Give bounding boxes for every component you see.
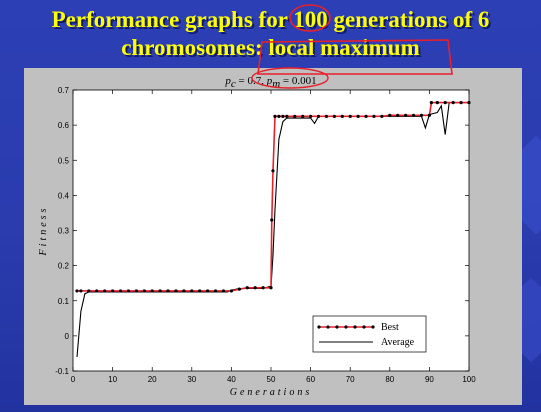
legend-label-best: Best bbox=[381, 322, 399, 333]
data-point-best bbox=[380, 114, 384, 118]
data-point-best bbox=[396, 113, 400, 117]
data-point-best bbox=[182, 289, 186, 293]
data-point-best bbox=[356, 114, 360, 118]
data-point-best bbox=[261, 286, 265, 290]
data-point-best bbox=[467, 101, 471, 105]
data-point-best bbox=[270, 218, 274, 222]
y-tick-label: 0.6 bbox=[58, 121, 70, 130]
x-tick-label: 60 bbox=[306, 375, 315, 384]
y-tick-label: 0.5 bbox=[58, 156, 70, 165]
data-point-best bbox=[285, 114, 289, 118]
data-point-best bbox=[198, 289, 202, 293]
data-point-best bbox=[340, 114, 344, 118]
slide-title: Performance graphs for 100 generations o… bbox=[0, 6, 541, 62]
data-point-best bbox=[332, 114, 336, 118]
data-point-best bbox=[75, 289, 79, 293]
data-point-best bbox=[277, 114, 281, 118]
data-point-best bbox=[79, 289, 83, 293]
x-tick-label: 40 bbox=[227, 375, 236, 384]
data-point-best bbox=[273, 114, 277, 118]
data-point-best bbox=[95, 289, 99, 293]
data-point-best bbox=[435, 101, 439, 105]
data-point-best bbox=[134, 289, 138, 293]
x-tick-label: 20 bbox=[148, 375, 157, 384]
slide-title-line-1: Performance graphs for 100 generations o… bbox=[51, 7, 490, 32]
data-point-best bbox=[174, 289, 178, 293]
data-point-best bbox=[245, 286, 249, 290]
y-tick-label: 0.2 bbox=[58, 262, 70, 271]
data-point-best bbox=[103, 289, 107, 293]
data-point-best bbox=[429, 101, 433, 105]
data-point-best bbox=[301, 114, 305, 118]
legend-marker-best bbox=[344, 325, 348, 329]
data-point-best bbox=[221, 289, 226, 293]
data-point-best bbox=[126, 289, 131, 293]
x-tick-label: 100 bbox=[462, 375, 476, 384]
x-axis-label: Generations bbox=[230, 387, 312, 398]
x-tick-label: 70 bbox=[346, 375, 355, 384]
data-point-best bbox=[411, 113, 416, 117]
data-point-best bbox=[229, 289, 233, 293]
legend-box bbox=[312, 315, 427, 353]
x-tick-label: 90 bbox=[425, 375, 434, 384]
y-tick-label: 0.3 bbox=[58, 227, 70, 236]
data-point-best bbox=[451, 101, 455, 105]
data-point-best bbox=[271, 169, 275, 173]
y-tick-label: 0.1 bbox=[58, 297, 70, 306]
x-tick-label: 80 bbox=[385, 375, 394, 384]
legend-marker-best bbox=[326, 325, 330, 329]
y-tick-label: 0.7 bbox=[58, 86, 70, 95]
data-point-best bbox=[427, 113, 431, 117]
data-point-best bbox=[206, 289, 210, 293]
data-point-best bbox=[324, 114, 329, 118]
x-tick-label: 50 bbox=[267, 375, 276, 384]
data-point-best bbox=[309, 114, 313, 118]
data-point-best bbox=[443, 101, 447, 105]
y-tick-label: 0 bbox=[65, 332, 70, 341]
y-axis-label: Fitness bbox=[38, 206, 49, 257]
data-point-best bbox=[348, 114, 352, 118]
y-tick-label: -0.1 bbox=[55, 367, 69, 376]
legend-marker-best bbox=[362, 325, 366, 329]
data-point-best bbox=[190, 289, 194, 293]
fitness-chart: pc = 0.7, pm = 0.001 0 10 20 30 40 50 60 70 80 90 1… bbox=[38, 75, 476, 398]
data-point-best bbox=[87, 289, 91, 293]
slide-title-line-2: chromosomes: local maximum bbox=[121, 35, 420, 60]
legend-marker-best bbox=[317, 325, 321, 329]
legend-marker-best bbox=[353, 325, 357, 329]
data-point-best bbox=[269, 286, 273, 290]
data-point-best bbox=[419, 113, 424, 117]
y-tick-label: 0.4 bbox=[58, 191, 70, 200]
legend-marker-best bbox=[371, 325, 375, 329]
x-tick-label: 30 bbox=[187, 375, 196, 384]
data-point-best bbox=[316, 114, 321, 118]
legend-marker-best bbox=[335, 325, 339, 329]
data-point-best bbox=[213, 289, 218, 293]
data-point-best bbox=[150, 289, 154, 293]
data-point-best bbox=[111, 289, 115, 293]
x-tick-label: 0 bbox=[71, 375, 76, 384]
series-line-average bbox=[76, 102, 469, 357]
data-point-best bbox=[372, 114, 376, 118]
data-point-best bbox=[293, 114, 297, 118]
data-point-best bbox=[364, 114, 368, 118]
data-point-best bbox=[459, 101, 463, 105]
data-point-best bbox=[253, 286, 257, 290]
data-point-best bbox=[158, 289, 162, 293]
chart-title: pc = 0.7, pm = 0.001 bbox=[224, 75, 316, 90]
data-point-best bbox=[237, 287, 241, 291]
data-point-best bbox=[166, 289, 170, 293]
legend-label-average: Average bbox=[381, 337, 415, 348]
data-point-best bbox=[281, 114, 285, 118]
data-point-best bbox=[404, 113, 408, 117]
data-point-best bbox=[142, 289, 146, 293]
data-point-best bbox=[118, 289, 123, 293]
x-tick-label: 10 bbox=[108, 375, 117, 384]
data-point-best bbox=[388, 113, 392, 117]
chart-figure: pc = 0.7, pm = 0.001 0 10 20 30 40 50 60 70 80 90 1… bbox=[24, 68, 522, 405]
